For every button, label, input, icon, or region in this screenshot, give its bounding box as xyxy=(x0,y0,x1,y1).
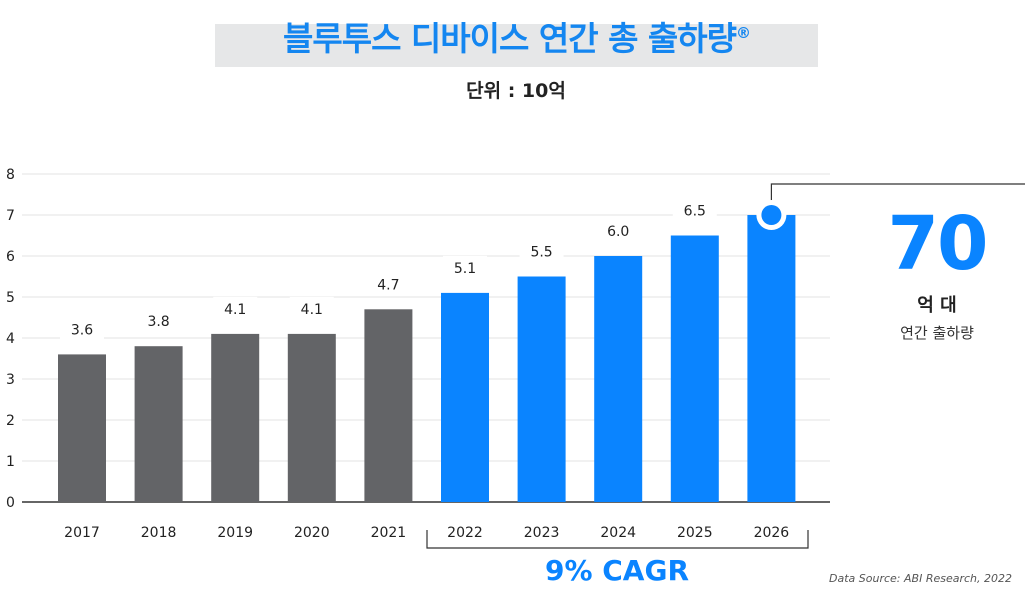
x-tick-label: 2022 xyxy=(447,525,483,541)
data-label: 4.7 xyxy=(377,277,399,293)
data-label-bg xyxy=(213,296,258,319)
x-tick-label: 2021 xyxy=(371,525,407,541)
y-tick-label: 7 xyxy=(6,208,15,224)
bar-2025 xyxy=(670,235,719,502)
bar-2022 xyxy=(441,292,489,502)
y-tick-label: 3 xyxy=(6,372,15,388)
data-label: 3.8 xyxy=(147,314,169,330)
bar-2021 xyxy=(364,309,413,502)
highlight-dot xyxy=(761,205,782,225)
bar-2019 xyxy=(211,333,260,502)
highlight-caption: 연간 출하량 xyxy=(900,324,974,342)
y-tick-label: 2 xyxy=(6,413,15,429)
data-label-bg xyxy=(443,255,487,278)
data-label-bg xyxy=(289,296,334,319)
x-tick-label: 2024 xyxy=(600,525,636,541)
x-tick-label: 2023 xyxy=(524,525,560,541)
y-tick-label: 5 xyxy=(6,290,15,306)
chart-title: 블루투스 디바이스 연간 총 출하량® xyxy=(215,12,818,60)
x-tick-label: 2020 xyxy=(294,525,330,541)
y-tick-label: 0 xyxy=(6,495,15,511)
data-label: 3.6 xyxy=(71,322,93,338)
data-label: 5.1 xyxy=(454,261,476,277)
data-label-bg xyxy=(136,309,181,332)
data-label-bg xyxy=(672,198,717,221)
title-band xyxy=(215,24,818,67)
chart-title-text: 블루투스 디바이스 연간 총 출하량 xyxy=(283,19,737,58)
data-label-bg xyxy=(596,219,641,241)
x-tick-label: 2018 xyxy=(141,525,177,541)
unit-label: 단위 : 10억 xyxy=(466,80,566,102)
bar-2026 xyxy=(747,215,796,502)
y-tick-label: 4 xyxy=(6,331,15,347)
cagr-label: 9% CAGR xyxy=(544,554,690,587)
y-tick-label: 6 xyxy=(6,249,15,265)
bar-2020 xyxy=(287,333,336,502)
bar-2018 xyxy=(134,346,183,502)
data-label-bg xyxy=(366,272,411,295)
y-tick-label: 8 xyxy=(6,167,15,183)
data-label: 5.5 xyxy=(530,245,552,261)
data-label-bg xyxy=(519,239,564,262)
highlight-unit: 억 대 xyxy=(917,295,957,316)
bar-2017 xyxy=(58,354,106,502)
bar-2024 xyxy=(594,256,643,502)
highlight-value: 70 xyxy=(887,201,989,287)
data-label: 6.0 xyxy=(607,224,629,240)
data-source: Data Source: ABI Research, 2022 xyxy=(829,572,1012,585)
x-tick-label: 2017 xyxy=(64,525,100,541)
registered-mark: ® xyxy=(736,24,751,42)
bar-2023 xyxy=(517,276,566,502)
x-tick-label: 2019 xyxy=(217,525,253,541)
x-tick-label: 2025 xyxy=(677,525,713,541)
data-label: 4.1 xyxy=(301,302,323,318)
y-tick-label: 1 xyxy=(6,454,15,470)
data-label: 6.5 xyxy=(684,204,706,220)
x-tick-label: 2026 xyxy=(754,525,790,541)
data-label-bg xyxy=(60,317,104,340)
cagr-bracket xyxy=(426,530,809,549)
data-label: 4.1 xyxy=(224,302,246,318)
